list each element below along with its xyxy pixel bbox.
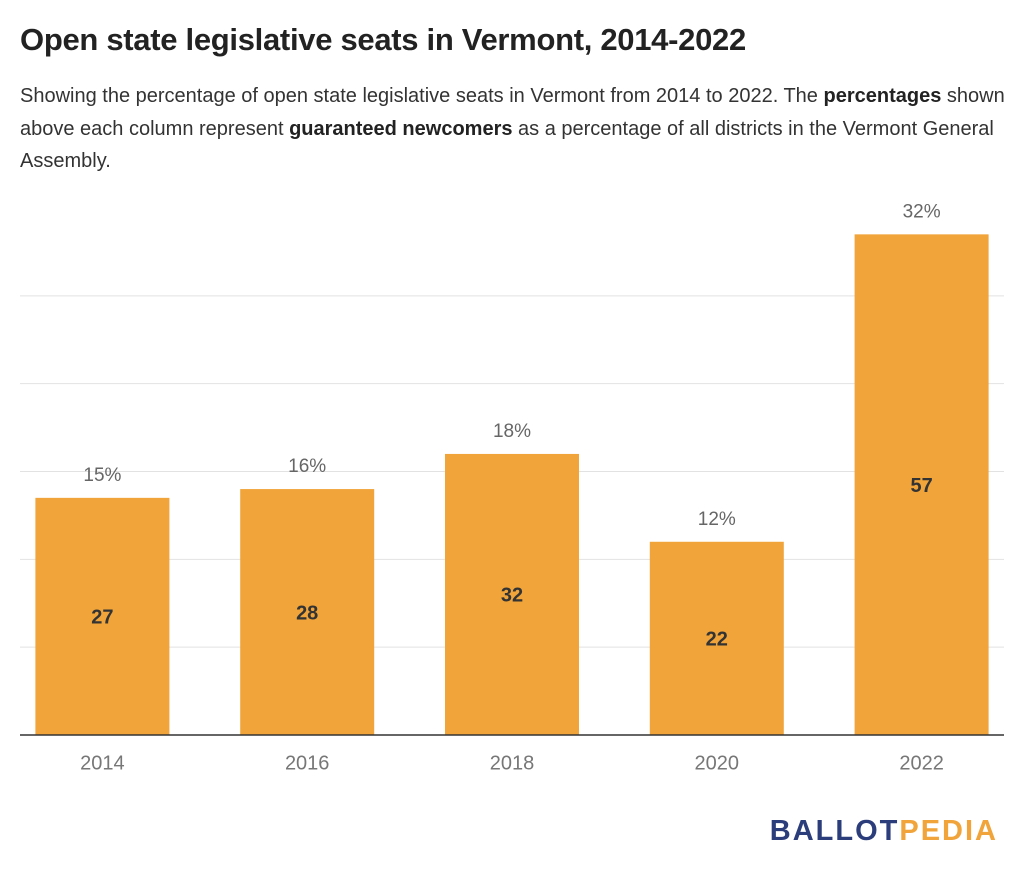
bar <box>35 497 170 735</box>
logo: BALLOTPEDIA <box>770 815 998 848</box>
chart-subtitle: Showing the percentage of open state leg… <box>20 80 1010 178</box>
bar-value-label: 27 <box>91 607 113 629</box>
percent-label: 18% <box>493 421 531 442</box>
bar <box>854 234 989 735</box>
percent-label: 15% <box>83 465 121 486</box>
subtitle-text: shown above each column represent <box>20 85 1005 140</box>
bar <box>240 489 375 735</box>
logo-part: BALLOT <box>769 815 900 847</box>
percent-label: 32% <box>903 201 941 222</box>
x-tick-label: 2018 <box>490 752 535 774</box>
subtitle-bold: guaranteed newcomers <box>289 117 513 140</box>
bar-value-label: 57 <box>910 475 932 497</box>
bar-value-label: 22 <box>706 629 728 651</box>
percent-label: 16% <box>288 456 326 477</box>
logo-part: PEDIA <box>899 815 998 847</box>
percent-label: 12% <box>698 509 736 530</box>
x-tick-label: 2022 <box>899 752 944 774</box>
subtitle-bold: percentages <box>823 85 942 107</box>
subtitle-text: Showing the percentage of open state leg… <box>20 85 824 107</box>
chart-title: Open state legislative seats in Vermont,… <box>20 22 746 57</box>
bar-value-label: 28 <box>296 602 318 624</box>
bar <box>445 453 579 735</box>
x-tick-label: 2020 <box>695 752 740 774</box>
subtitle-text: as a percentage of all districts in the … <box>20 117 994 173</box>
x-tick-label: 2016 <box>285 752 330 774</box>
x-tick-label: 2014 <box>80 752 125 774</box>
bar <box>649 541 784 735</box>
bar-value-label: 32 <box>501 585 523 607</box>
